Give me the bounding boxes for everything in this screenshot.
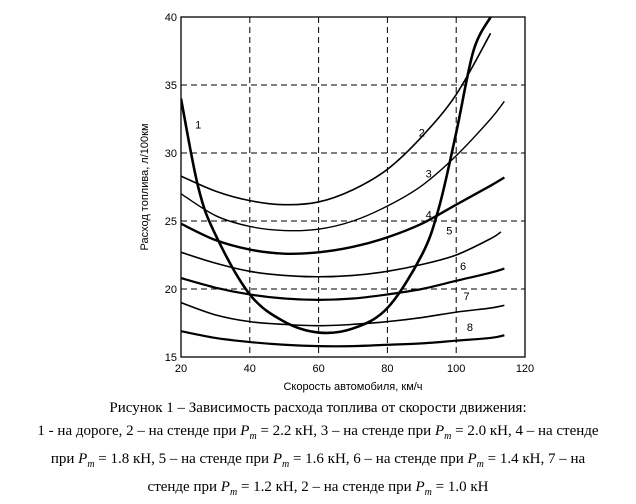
series-line-7 <box>181 301 505 327</box>
caption-text: при <box>50 451 75 467</box>
series-line-8 <box>181 330 505 348</box>
pm-sub: т <box>87 459 95 470</box>
pm-symbol: Pт <box>272 451 290 470</box>
x-tick-label: 100 <box>447 363 465 375</box>
series-line-6 <box>181 267 505 301</box>
pm-sub: т <box>249 431 257 442</box>
series-line-1 <box>181 17 492 335</box>
series-line-4 <box>181 176 505 255</box>
pm-base: P <box>220 479 230 495</box>
pm-base: P <box>240 423 250 439</box>
x-tick-label: 80 <box>381 363 393 375</box>
grid-lines <box>181 17 525 357</box>
pm-sub: т <box>424 487 432 498</box>
caption-line-4: стенде при Pт = 1.2 кН, 2 – на стенде пр… <box>0 476 636 504</box>
pm-sub: т <box>476 459 484 470</box>
plot-frame <box>180 16 526 358</box>
caption-text: = 2.2 кН, 3 – на стенде при <box>260 423 432 439</box>
pm-symbol: Pт <box>467 451 484 470</box>
y-tick-label: 40 <box>165 12 177 24</box>
series-labels: 1 2 3 4 5 6 7 8 <box>195 120 473 335</box>
series-label-3: 3 <box>426 168 432 180</box>
y-axis-label: Расход топлива, л/100км <box>139 123 151 250</box>
caption-text: 1 - на дороге, 2 – на стенде при <box>37 423 237 439</box>
caption-text: = 1.2 кН, 2 – на стенде при <box>240 479 412 495</box>
pm-base: P <box>78 451 88 467</box>
series-label-8: 8 <box>467 322 473 334</box>
pm-sub: т <box>281 459 290 470</box>
y-tick-label: 25 <box>165 216 177 228</box>
series-curves <box>181 17 505 348</box>
series-label-5: 5 <box>446 226 452 238</box>
x-tick-label: 40 <box>244 363 256 375</box>
series-line-3 <box>181 100 505 232</box>
caption-line-2: 1 - на дороге, 2 – на стенде при Pт = 2.… <box>0 420 636 448</box>
series-label-6: 6 <box>460 261 466 273</box>
series-line-5 <box>181 231 502 278</box>
series-label-7: 7 <box>463 291 469 303</box>
y-tick-label: 35 <box>165 80 177 92</box>
caption-line-1: Рисунок 1 – Зависимость расхода топлива … <box>109 400 527 416</box>
caption-text: = 2.0 кН, 4 – на стенде <box>455 423 599 439</box>
series-label-2: 2 <box>419 128 425 140</box>
y-tick-label: 15 <box>165 352 177 364</box>
x-tick-label: 120 <box>516 363 534 375</box>
caption-line-3: при Pт = 1.8 кН, 5 – на стенде при Pт = … <box>0 448 636 476</box>
y-tick-label: 20 <box>165 284 177 296</box>
y-tick-label: 30 <box>165 148 177 160</box>
pm-base: P <box>434 423 445 439</box>
series-line-2 <box>181 32 492 206</box>
pm-sub: т <box>229 487 238 498</box>
series-label-4: 4 <box>426 209 432 221</box>
x-axis-label: Скорость автомобиля, км/ч <box>283 381 422 393</box>
pm-symbol: Pт <box>434 423 452 442</box>
pm-sub: т <box>444 431 452 442</box>
figure-caption: Рисунок 1 – Зависимость расхода топлива … <box>0 397 636 504</box>
pm-symbol: Pт <box>78 451 95 470</box>
caption-text: = 1.0 кН <box>435 479 489 495</box>
caption-text: = 1.6 кН, 6 – на стенде при <box>292 451 464 467</box>
x-tick-label: 20 <box>175 363 187 375</box>
series-label-1: 1 <box>195 120 201 132</box>
pm-base: P <box>272 451 282 467</box>
pm-base: P <box>415 479 425 495</box>
caption-text: = 1.8 кН, 5 – на стенде при <box>98 451 270 467</box>
x-tick-label: 60 <box>312 363 324 375</box>
pm-symbol: Pт <box>415 479 432 498</box>
pm-base: P <box>467 451 477 467</box>
pm-symbol: Pт <box>240 423 257 442</box>
caption-text: стенде при <box>147 479 218 495</box>
pm-symbol: Pт <box>220 479 238 498</box>
caption-text: = 1.4 кН, 7 – на <box>487 451 586 467</box>
